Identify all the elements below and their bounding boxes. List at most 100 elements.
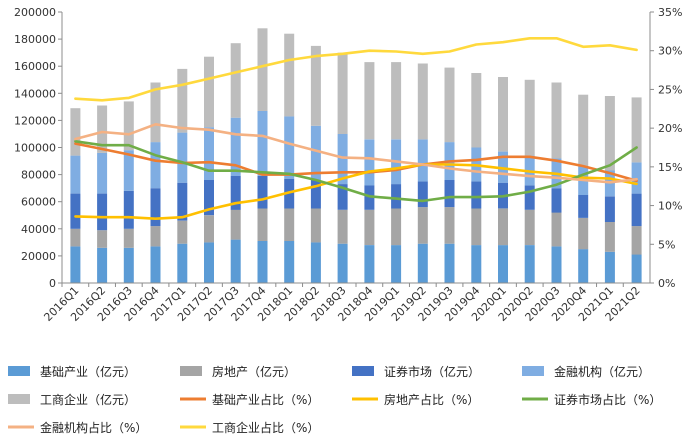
bar-2-5 [204, 180, 214, 216]
legend-label-8: 金融机构占比（%） [40, 420, 147, 435]
bar-0-7 [257, 241, 268, 283]
bar-4-20 [604, 96, 615, 171]
bar-1-1 [97, 230, 108, 248]
bar-4-18 [551, 82, 562, 159]
legend-item-0: 基础产业（亿元） [8, 364, 136, 379]
bar-0-19 [578, 249, 589, 283]
left-tick-label-9: 180000 [14, 33, 56, 46]
bar-0-6 [230, 239, 241, 283]
bar-0-8 [284, 241, 295, 283]
bar-1-3 [150, 226, 161, 247]
bar-4-3 [150, 82, 161, 143]
right-tick-label-2: 10% [658, 200, 682, 213]
legend-label-0: 基础产业（亿元） [40, 364, 136, 379]
line-series-1 [74, 163, 638, 220]
bar-1-6 [230, 209, 241, 240]
bar-2-21 [631, 193, 642, 227]
legend: 基础产业（亿元） 房地产（亿元） 证券市场（亿元） 金融机构（亿元） 工商企业（亿元） 基… [8, 364, 661, 435]
left-tick-label-7: 140000 [14, 87, 56, 100]
bar-3-1 [97, 152, 108, 194]
bar-1-15 [471, 208, 482, 246]
left-tick-label-4: 80000 [21, 169, 56, 182]
bar-4-8 [284, 33, 295, 117]
bar-3-5 [204, 127, 214, 180]
legend-label-6: 房地产占比（%） [384, 392, 479, 407]
bar-2-18 [551, 188, 562, 213]
bar-2-10 [337, 184, 348, 210]
bar-0-2 [123, 247, 134, 283]
bar-1-11 [364, 209, 375, 245]
bar-0-0 [70, 246, 81, 283]
legend-label-2: 证券市场（亿元） [384, 364, 480, 379]
right-tick-label-0: 0% [658, 277, 675, 290]
bar-3-9 [310, 125, 321, 180]
bar-0-11 [364, 245, 375, 283]
bar-1-8 [284, 208, 295, 241]
right-tick-label-6: 30% [658, 45, 682, 58]
legend-label-9: 工商企业占比（%） [212, 420, 319, 435]
bar-2-0 [70, 193, 81, 229]
bar-1-17 [524, 209, 535, 245]
right-tick-label-7: 35% [658, 6, 682, 19]
bar-1-19 [578, 218, 589, 250]
bar-2-12 [391, 184, 402, 209]
left-tick-label-3: 60000 [21, 196, 56, 209]
bar-1-18 [551, 212, 562, 247]
legend-item-8: 金融机构占比（%） [8, 420, 147, 435]
bar-0-9 [310, 242, 321, 283]
legend-label-3: 金融机构（亿元） [554, 364, 650, 379]
legend-label-4: 工商企业（亿元） [40, 392, 136, 407]
bar-4-21 [631, 97, 642, 163]
bar-1-0 [70, 228, 81, 247]
left-tick-label-5: 100000 [14, 142, 56, 155]
bar-2-9 [310, 180, 321, 209]
bar-4-7 [257, 28, 268, 111]
bar-0-15 [471, 245, 482, 283]
bar-4-14 [444, 67, 455, 143]
bar-3-11 [364, 139, 375, 186]
bar-4-4 [177, 68, 188, 133]
bar-1-12 [391, 208, 402, 246]
bar-2-19 [578, 194, 589, 218]
bar-1-2 [123, 228, 134, 248]
bar-0-1 [97, 247, 108, 283]
bar-4-5 [204, 56, 214, 128]
right-tick-label-1: 5% [658, 238, 675, 251]
bar-0-10 [337, 243, 348, 283]
bar-4-9 [310, 45, 321, 126]
left-tick-label-10: 200000 [14, 6, 56, 19]
bar-2-14 [444, 180, 455, 208]
bar-3-0 [70, 155, 81, 194]
legend-label-7: 证券市场占比（%） [554, 392, 661, 407]
bar-2-13 [417, 181, 428, 208]
bar-0-13 [417, 243, 428, 283]
legend-item-2: 证券市场（亿元） [352, 364, 480, 379]
bar-0-12 [391, 245, 402, 283]
bar-1-10 [337, 209, 348, 244]
bar-4-11 [364, 62, 375, 140]
legend-label-1: 房地产（亿元） [212, 364, 296, 379]
bar-2-3 [150, 188, 161, 227]
bar-0-5 [204, 242, 214, 283]
bar-0-18 [551, 246, 562, 283]
legend-item-6: 房地产占比（%） [352, 392, 479, 407]
bar-1-20 [604, 222, 615, 252]
line-series-0 [74, 142, 638, 183]
legend-swatch-3 [522, 366, 544, 376]
legend-item-4: 工商企业（亿元） [8, 392, 136, 407]
bar-0-14 [444, 243, 455, 283]
bar-1-5 [204, 215, 214, 243]
line-series-3 [74, 123, 638, 184]
bar-4-13 [417, 63, 428, 140]
bar-1-7 [257, 208, 268, 241]
left-y-axis: 0 20000 40000 60000 80000 100000 120000 140000 1… [14, 6, 63, 290]
bar-2-1 [97, 193, 108, 231]
bar-0-16 [498, 245, 508, 283]
legend-swatch-4 [8, 394, 30, 404]
right-tick-label-3: 15% [658, 161, 682, 174]
bar-3-8 [284, 116, 295, 179]
legend-item-7: 证券市场占比（%） [522, 392, 661, 407]
bar-3-2 [123, 150, 134, 191]
